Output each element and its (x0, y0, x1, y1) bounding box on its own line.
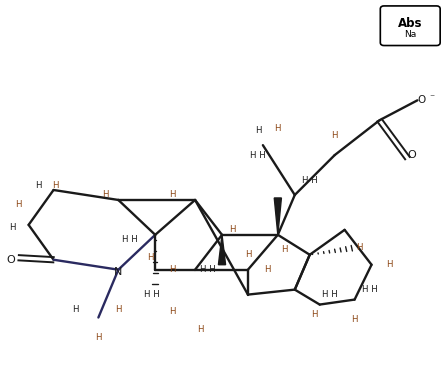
Text: Na: Na (404, 30, 416, 39)
Text: H: H (254, 126, 261, 135)
Text: O: O (407, 150, 416, 160)
Text: H: H (169, 190, 176, 200)
Text: H: H (115, 305, 121, 314)
Text: H: H (147, 253, 154, 262)
Text: H: H (197, 325, 203, 334)
Text: H: H (332, 131, 338, 140)
Text: H: H (229, 225, 235, 234)
Text: H: H (102, 190, 108, 200)
Text: H: H (356, 243, 363, 252)
Text: N: N (114, 267, 122, 277)
Text: H H: H H (144, 290, 160, 299)
Text: H: H (386, 260, 393, 269)
Text: H H: H H (200, 265, 216, 274)
FancyBboxPatch shape (380, 6, 440, 45)
Text: Abs: Abs (398, 16, 422, 30)
Text: H: H (281, 245, 288, 254)
Text: O: O (6, 255, 15, 265)
Text: H: H (245, 250, 251, 259)
Text: O: O (417, 95, 426, 105)
Text: H: H (169, 307, 176, 316)
Text: H: H (35, 180, 42, 189)
Text: H H: H H (122, 235, 138, 244)
Text: ⁻: ⁻ (430, 93, 435, 104)
Text: H: H (275, 124, 281, 133)
Polygon shape (274, 198, 281, 235)
Text: H H: H H (322, 290, 337, 299)
Text: H: H (95, 333, 102, 342)
Text: H: H (72, 305, 79, 314)
Text: H: H (52, 180, 59, 189)
Text: H: H (169, 265, 176, 274)
Text: H H: H H (302, 176, 318, 184)
Text: H H: H H (362, 285, 377, 294)
Text: H: H (9, 224, 16, 232)
Text: H H: H H (250, 151, 266, 160)
Polygon shape (219, 235, 226, 265)
Text: H: H (311, 310, 318, 319)
Text: H: H (15, 200, 22, 209)
Text: H: H (351, 315, 358, 324)
Text: H: H (265, 265, 271, 274)
